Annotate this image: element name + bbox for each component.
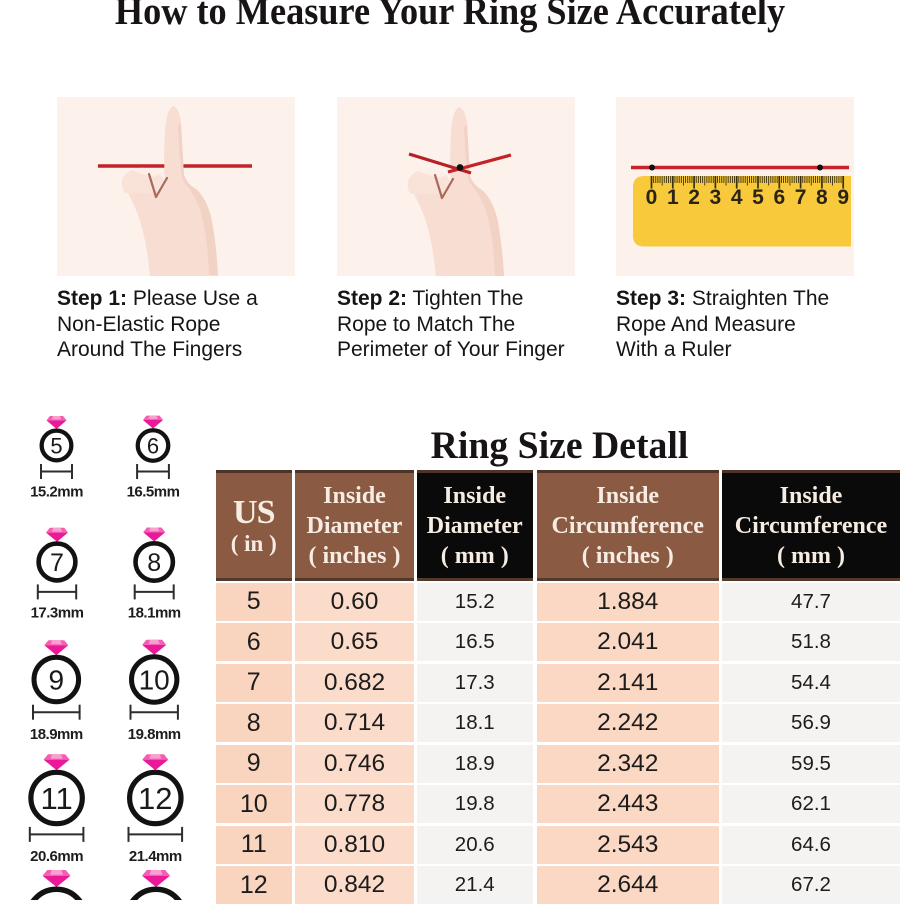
svg-text:6: 6 (147, 433, 159, 458)
svg-text:19.8mm: 19.8mm (128, 726, 181, 743)
svg-text:6: 6 (773, 186, 785, 209)
svg-text:16.5mm: 16.5mm (127, 484, 180, 501)
svg-text:7: 7 (50, 549, 64, 577)
svg-text:7: 7 (795, 186, 807, 209)
svg-text:9: 9 (837, 186, 849, 209)
svg-text:21.4mm: 21.4mm (129, 848, 182, 865)
svg-text:10: 10 (139, 664, 170, 695)
svg-text:17.3mm: 17.3mm (31, 604, 84, 621)
svg-text:12: 12 (138, 781, 172, 816)
svg-text:4: 4 (731, 186, 743, 209)
svg-text:9: 9 (49, 664, 65, 695)
svg-text:20.6mm: 20.6mm (30, 848, 83, 865)
svg-text:2: 2 (688, 186, 700, 209)
svg-text:18.1mm: 18.1mm (128, 604, 181, 621)
svg-text:5: 5 (50, 433, 62, 458)
svg-text:18.9mm: 18.9mm (30, 726, 83, 743)
svg-text:15.2mm: 15.2mm (30, 484, 83, 501)
svg-text:11: 11 (41, 781, 73, 816)
svg-text:8: 8 (147, 549, 161, 577)
svg-text:0: 0 (646, 186, 658, 209)
svg-text:8: 8 (816, 186, 828, 209)
svg-text:5: 5 (752, 186, 764, 209)
svg-text:3: 3 (710, 186, 722, 209)
svg-text:1: 1 (667, 186, 679, 209)
